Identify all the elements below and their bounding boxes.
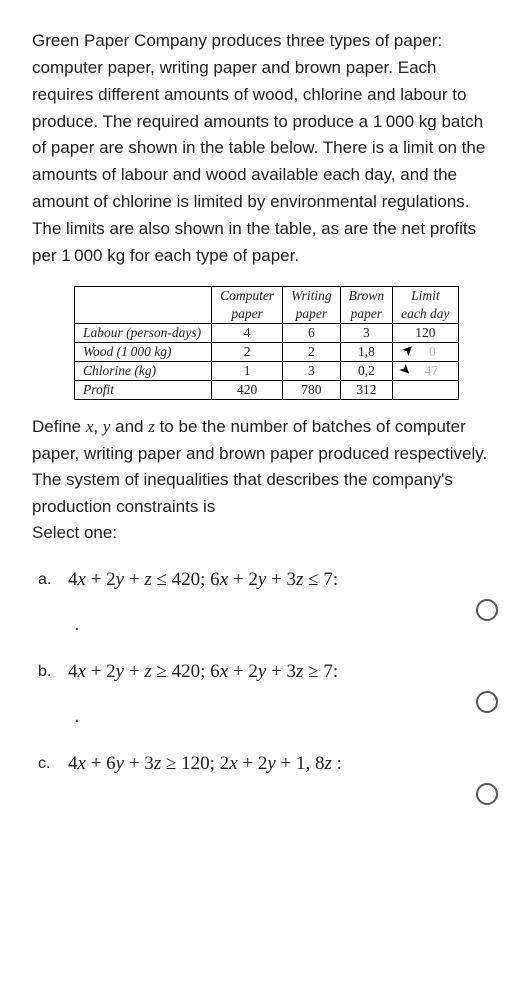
select-one-label: Select one:: [32, 523, 498, 543]
th-brown-2: paper: [340, 305, 393, 324]
row-profit: Profit 420 780 312: [75, 380, 459, 399]
cell: 780: [283, 380, 341, 399]
cell: 1,8: [340, 342, 393, 361]
cell: 2: [212, 342, 283, 361]
radio-c[interactable]: [476, 783, 498, 805]
define-mid2: and: [110, 417, 148, 436]
table-header-row-1: Computer Writing Brown Limit: [75, 286, 459, 305]
rowlabel-labour: Labour (person-days): [75, 323, 212, 342]
option-b[interactable]: b. 4x + 2y + z ≥ 420; 6x + 2y + 3z ≥ 7: …: [38, 661, 498, 683]
cell: 6: [283, 323, 341, 342]
define-mid1: ,: [93, 417, 102, 436]
cell-limit-chlorine: ➤ 47: [393, 361, 458, 380]
radio-a[interactable]: [476, 599, 498, 621]
th-blank2: [75, 305, 212, 324]
problem-statement: Green Paper Company produces three types…: [32, 28, 498, 270]
th-limit: Limit: [393, 286, 458, 305]
cell-limit-profit: [393, 380, 458, 399]
th-brown: Brown: [340, 286, 393, 305]
th-computer-2: paper: [212, 305, 283, 324]
th-limit-2: each day: [393, 305, 458, 324]
ghost-wood: 0: [429, 344, 436, 359]
table-header-row-2: paper paper paper each day: [75, 305, 459, 324]
option-a[interactable]: a. 4x + 2y + z ≤ 420; 6x + 2y + 3z ≤ 7: …: [38, 569, 498, 591]
option-letter: a.: [38, 569, 54, 589]
rowlabel-profit: Profit: [75, 380, 212, 399]
ghost-chlorine: 47: [425, 363, 439, 378]
constraints-table-wrap: Computer Writing Brown Limit paper paper…: [32, 286, 498, 414]
define-pre: Define: [32, 417, 86, 436]
var-z: z: [148, 417, 155, 436]
define-statement: Define x, y and z to be the number of ba…: [32, 414, 498, 521]
radio-b[interactable]: [476, 691, 498, 713]
option-expression: 4x + 2y + z ≥ 420; 6x + 2y + 3z ≥ 7:: [68, 661, 498, 683]
cell: 3: [340, 323, 393, 342]
cell: 0,2: [340, 361, 393, 380]
ellipsis-icon: .: [74, 613, 80, 636]
cell-limit-wood: ➤ 0: [393, 342, 458, 361]
cell-limit-labour: 120: [393, 323, 458, 342]
th-blank: [75, 286, 212, 305]
row-labour: Labour (person-days) 4 6 3 120: [75, 323, 459, 342]
option-c[interactable]: c. 4x + 6y + 3z ≥ 120; 2x + 2y + 1, 8z :: [38, 753, 498, 775]
ellipsis-icon: .: [74, 705, 80, 728]
options-list: a. 4x + 2y + z ≤ 420; 6x + 2y + 3z ≤ 7: …: [32, 569, 498, 775]
cell: 3: [283, 361, 341, 380]
row-chlorine: Chlorine (kg) 1 3 0,2 ➤ 47: [75, 361, 459, 380]
row-wood: Wood (1 000 kg) 2 2 1,8 ➤ 0: [75, 342, 459, 361]
rowlabel-chlorine: Chlorine (kg): [75, 361, 212, 380]
option-letter: b.: [38, 661, 54, 681]
option-expression: 4x + 2y + z ≤ 420; 6x + 2y + 3z ≤ 7:: [68, 569, 498, 591]
th-writing-2: paper: [283, 305, 341, 324]
option-expression: 4x + 6y + 3z ≥ 120; 2x + 2y + 1, 8z :: [68, 753, 498, 775]
th-writing: Writing: [283, 286, 341, 305]
rowlabel-wood: Wood (1 000 kg): [75, 342, 212, 361]
arrow-ne-icon: ➤: [399, 340, 419, 360]
th-computer: Computer: [212, 286, 283, 305]
arrow-sw-icon: ➤: [395, 360, 415, 380]
cell: 4: [212, 323, 283, 342]
constraints-table: Computer Writing Brown Limit paper paper…: [74, 286, 459, 400]
cell: 312: [340, 380, 393, 399]
cell: 1: [212, 361, 283, 380]
cell: 2: [283, 342, 341, 361]
cell: 420: [212, 380, 283, 399]
option-letter: c.: [38, 753, 54, 773]
